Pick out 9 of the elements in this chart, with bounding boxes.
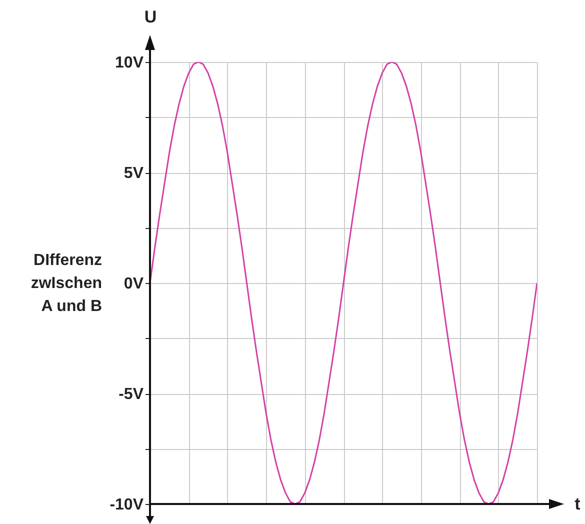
line-series: [150, 62, 537, 504]
text: DIfferenz zwIschen A und B: [30, 251, 102, 317]
y-tick-label: 5V: [124, 165, 144, 182]
y-axis-title: U: [144, 8, 157, 26]
x-axis-title: t: [574, 494, 581, 514]
y-tick-label: 10V: [115, 54, 144, 72]
y-tick-label: -5V: [118, 386, 144, 403]
y-tick-label: -10V: [110, 496, 144, 514]
y-tick-label: 0V: [124, 276, 144, 292]
